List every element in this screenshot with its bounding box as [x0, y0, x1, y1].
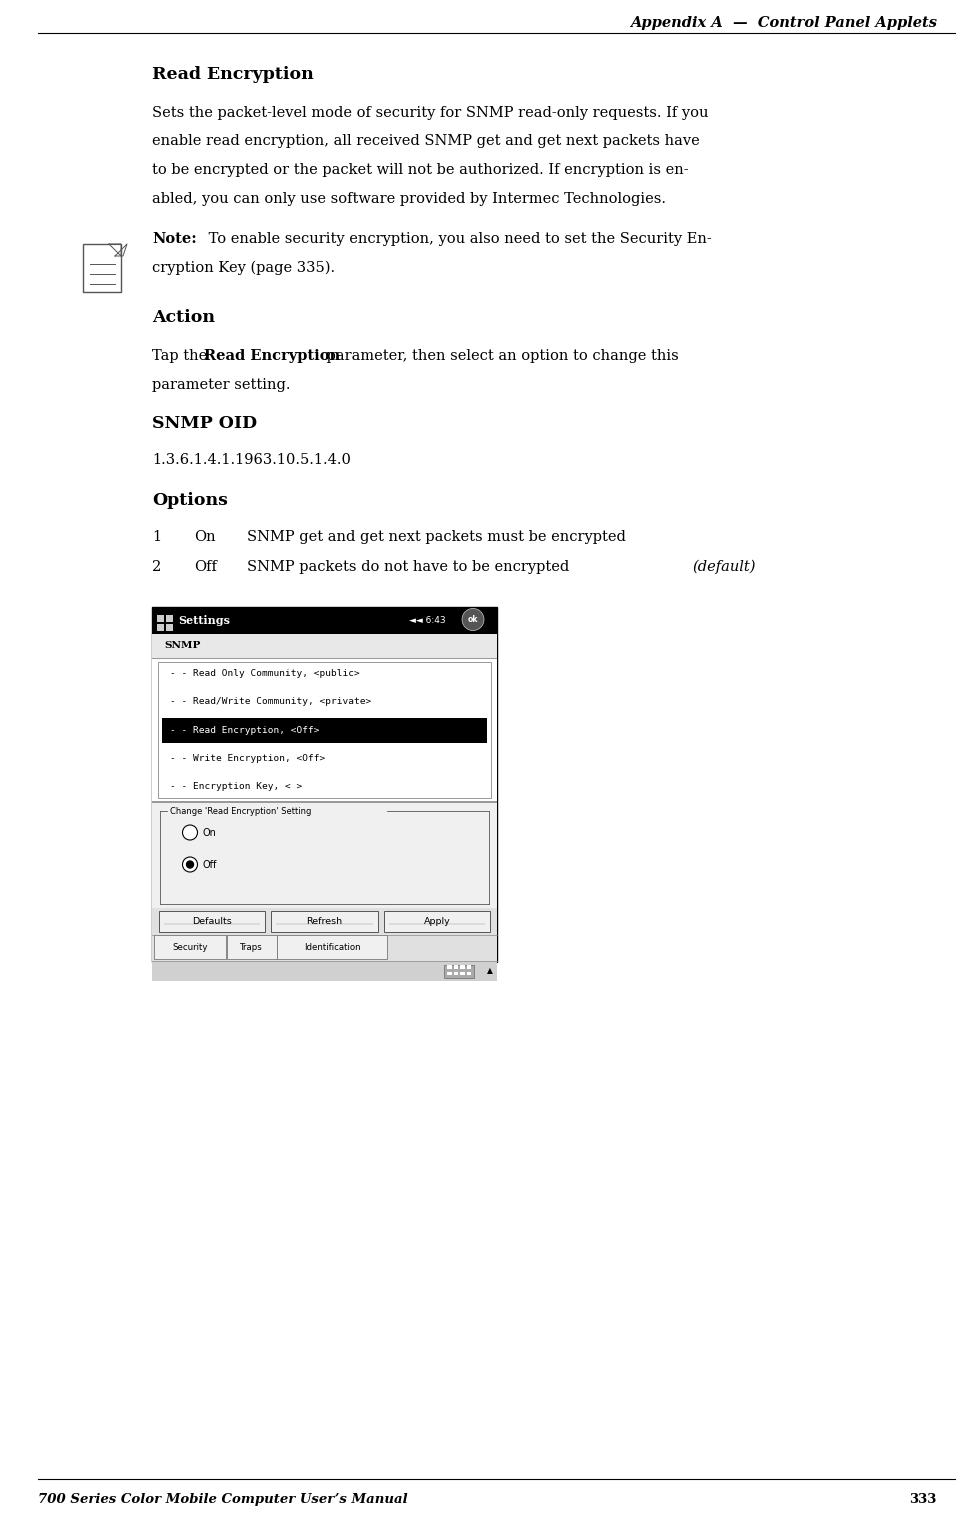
Bar: [165, 624, 172, 631]
Bar: [454, 972, 459, 975]
Text: abled, you can only use software provided by Intermec Technologies.: abled, you can only use software provide…: [152, 192, 666, 205]
Text: enable read encryption, all received SNMP get and get next packets have: enable read encryption, all received SNM…: [152, 134, 700, 149]
Text: Off: Off: [194, 560, 217, 573]
Bar: [152, 607, 497, 634]
Text: ▲: ▲: [487, 966, 493, 975]
Text: parameter, then select an option to change this: parameter, then select an option to chan…: [322, 348, 678, 364]
Text: 2: 2: [152, 560, 161, 573]
Circle shape: [183, 856, 197, 872]
Bar: [384, 911, 490, 931]
Bar: [447, 964, 452, 969]
Text: Read Encryption: Read Encryption: [204, 348, 340, 364]
Text: 1: 1: [152, 529, 161, 543]
Bar: [152, 934, 497, 961]
Bar: [162, 718, 487, 744]
Text: SNMP OID: SNMP OID: [152, 415, 258, 432]
Bar: [277, 934, 387, 960]
Text: - - Read Encryption, <Off>: - - Read Encryption, <Off>: [170, 726, 320, 735]
Text: SNMP packets do not have to be encrypted: SNMP packets do not have to be encrypted: [247, 560, 573, 573]
Bar: [447, 972, 452, 975]
Bar: [157, 614, 164, 622]
Text: to be encrypted or the packet will not be authorized. If encryption is en-: to be encrypted or the packet will not b…: [152, 163, 688, 176]
Bar: [460, 972, 465, 975]
Bar: [165, 614, 172, 622]
Text: Apply: Apply: [424, 917, 450, 925]
Bar: [460, 964, 465, 969]
Bar: [157, 624, 164, 631]
Bar: [271, 911, 378, 931]
Circle shape: [186, 861, 194, 868]
Bar: [152, 659, 497, 802]
Text: Change 'Read Encryption' Setting: Change 'Read Encryption' Setting: [170, 806, 311, 815]
Text: - - Read Only Community, <public>: - - Read Only Community, <public>: [170, 669, 360, 678]
Text: Action: Action: [152, 309, 215, 325]
Text: Tap the: Tap the: [152, 348, 212, 364]
Text: Refresh: Refresh: [306, 917, 342, 925]
Bar: [467, 964, 471, 969]
Text: Sets the packet-level mode of security for SNMP read-only requests. If you: Sets the packet-level mode of security f…: [152, 106, 709, 120]
Bar: [454, 964, 459, 969]
Text: Defaults: Defaults: [192, 917, 232, 925]
Text: Settings: Settings: [178, 614, 230, 625]
Text: parameter setting.: parameter setting.: [152, 377, 291, 391]
Text: Identification: Identification: [303, 943, 361, 952]
Circle shape: [183, 824, 197, 840]
Bar: [152, 634, 497, 657]
Text: ◄◄ 6:43: ◄◄ 6:43: [409, 616, 445, 625]
Bar: [154, 934, 226, 960]
Text: SNMP get and get next packets must be encrypted: SNMP get and get next packets must be en…: [247, 529, 626, 543]
Bar: [83, 243, 121, 292]
Bar: [152, 607, 497, 961]
Text: 1.3.6.1.4.1.1963.10.5.1.4.0: 1.3.6.1.4.1.1963.10.5.1.4.0: [152, 453, 351, 467]
Text: Read Encryption: Read Encryption: [152, 65, 314, 84]
Text: On: On: [203, 827, 217, 838]
Bar: [152, 961, 497, 981]
Bar: [467, 972, 471, 975]
Text: Note:: Note:: [152, 233, 196, 246]
Text: Security: Security: [172, 943, 208, 952]
Text: (default): (default): [692, 560, 755, 575]
Text: SNMP: SNMP: [164, 640, 200, 649]
Text: To enable security encryption, you also need to set the Security En-: To enable security encryption, you also …: [204, 233, 712, 246]
Bar: [152, 803, 497, 908]
Text: ok: ok: [468, 614, 478, 624]
Circle shape: [462, 608, 484, 631]
Text: - - Read/Write Community, <private>: - - Read/Write Community, <private>: [170, 697, 371, 706]
Text: cryption Key (page 335).: cryption Key (page 335).: [152, 260, 335, 275]
Bar: [444, 964, 474, 978]
Text: On: On: [194, 529, 216, 543]
Bar: [152, 908, 497, 934]
Text: Appendix A  —  Control Panel Applets: Appendix A — Control Panel Applets: [630, 17, 937, 30]
Text: Options: Options: [152, 491, 227, 508]
Text: Off: Off: [203, 859, 218, 870]
Text: - - Encryption Key, < >: - - Encryption Key, < >: [170, 782, 302, 791]
Polygon shape: [109, 243, 121, 256]
Text: - - Write Encryption, <Off>: - - Write Encryption, <Off>: [170, 754, 326, 764]
Bar: [159, 911, 265, 931]
Text: Traps: Traps: [240, 943, 262, 952]
Text: 700 Series Color Mobile Computer User’s Manual: 700 Series Color Mobile Computer User’s …: [38, 1494, 407, 1506]
Bar: [226, 934, 276, 960]
Text: 333: 333: [910, 1494, 937, 1506]
Bar: [158, 662, 491, 799]
